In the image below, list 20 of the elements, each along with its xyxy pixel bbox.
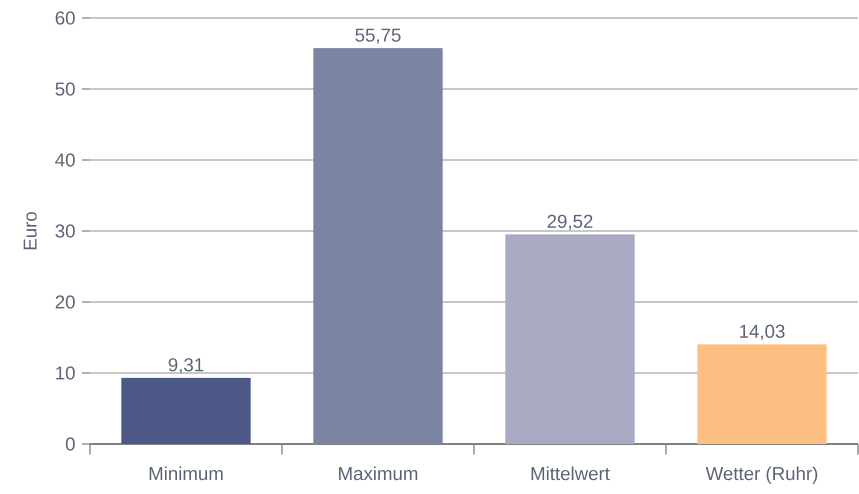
y-tick-label: 50	[56, 82, 75, 96]
bar	[505, 234, 635, 444]
y-tick-label: 20	[56, 295, 75, 309]
x-tick-label: Mittelwert	[532, 466, 610, 480]
bar	[121, 378, 251, 444]
data-label: 14,03	[740, 324, 785, 340]
x-tick-label: Wetter (Ruhr)	[706, 466, 818, 484]
bar	[313, 48, 443, 444]
y-tick-label: 60	[56, 11, 75, 25]
bar	[697, 344, 827, 444]
data-label: 29,52	[548, 214, 592, 230]
y-tick-label: 10	[56, 366, 75, 380]
data-label: 55,75	[355, 28, 401, 44]
x-tick-label: Minimum	[150, 466, 223, 480]
data-label: 9,31	[168, 358, 204, 374]
x-tick-label: Maximum	[339, 466, 418, 480]
y-tick-label: 30	[55, 224, 75, 238]
y-tick-label: 0	[66, 437, 75, 451]
y-axis-title: Euro	[24, 212, 37, 250]
y-tick-label: 40	[55, 153, 75, 167]
